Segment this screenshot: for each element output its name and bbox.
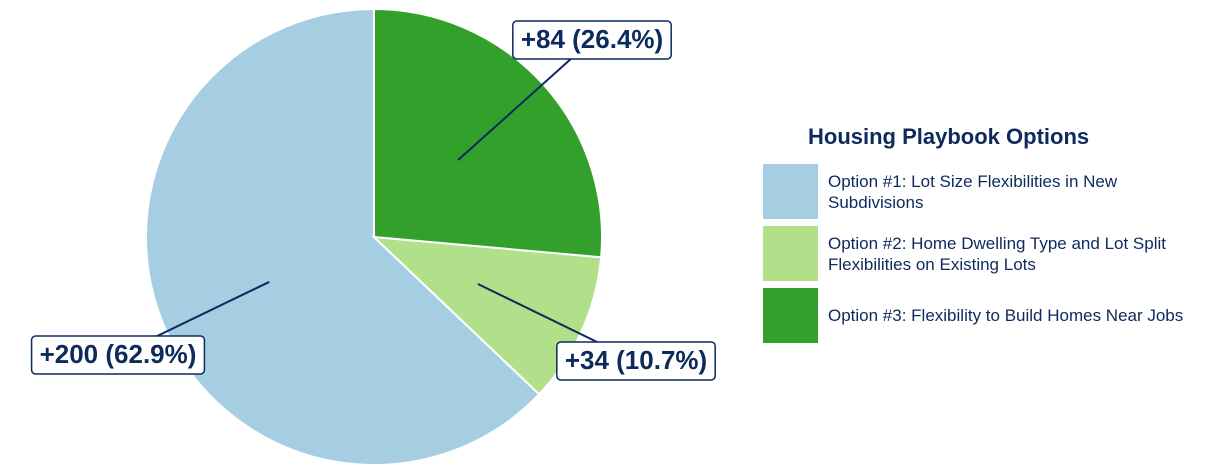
legend-title: Housing Playbook Options <box>808 124 1090 149</box>
pie-slice <box>371 235 603 396</box>
legend-label: Option #3: Flexibility to Build Homes Ne… <box>828 306 1184 325</box>
legend-swatch <box>763 226 818 281</box>
data-label-text: +84 (26.4%) <box>521 24 663 54</box>
legend-item: Option #1: Lot Size Flexibilities in New… <box>763 164 1203 219</box>
legend-item: Option #2: Home Dwelling Type and Lot Sp… <box>763 226 1203 281</box>
legend-swatch <box>763 288 818 343</box>
label-box <box>556 341 716 381</box>
legend-swatch <box>763 164 818 219</box>
legend-item: Option #3: Flexibility to Build Homes Ne… <box>763 288 1203 343</box>
pie-slice <box>145 7 541 466</box>
data-label: +34 (10.7%) <box>556 341 716 381</box>
data-label-text: +200 (62.9%) <box>40 339 197 369</box>
data-label-text: +34 (10.7%) <box>565 345 707 375</box>
legend: Housing Playbook Options Option #1: Lot … <box>763 124 1203 350</box>
legend-label: Option #1: Lot Size Flexibilities in New… <box>828 171 1118 212</box>
label-box <box>30 335 206 375</box>
leader-line <box>457 39 593 161</box>
data-label: +84 (26.4%) <box>512 20 672 60</box>
legend-label: Option #2: Home Dwelling Type and Lot Sp… <box>828 233 1166 274</box>
label-box <box>512 20 672 60</box>
data-label: +200 (62.9%) <box>30 335 206 375</box>
